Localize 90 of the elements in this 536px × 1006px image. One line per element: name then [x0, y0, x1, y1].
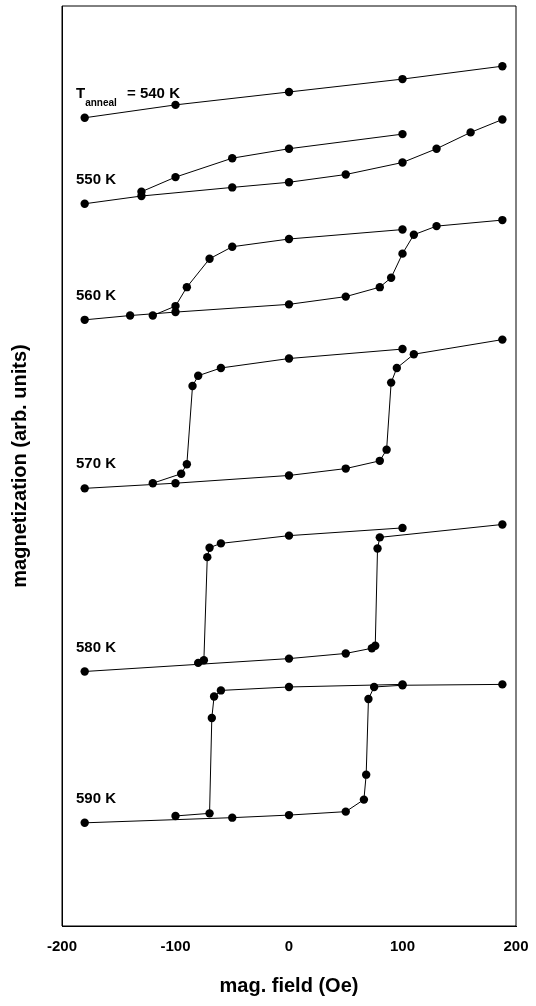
x-tick-label: 200 [503, 937, 529, 955]
point [432, 221, 441, 231]
point [341, 649, 350, 658]
point [284, 178, 294, 187]
point [182, 460, 192, 469]
point [284, 234, 294, 244]
point [228, 242, 237, 251]
point [203, 552, 212, 562]
point [80, 315, 89, 325]
point [205, 254, 214, 263]
point [80, 818, 89, 828]
point [498, 115, 507, 124]
point [207, 713, 217, 723]
point [398, 74, 407, 84]
point [125, 311, 135, 320]
point [171, 172, 180, 182]
point [398, 344, 407, 354]
point [228, 183, 237, 192]
point [228, 813, 237, 822]
point [398, 249, 407, 258]
point [171, 100, 180, 110]
point [498, 680, 507, 689]
x-tick-label: 0 [284, 937, 294, 955]
point [216, 539, 226, 548]
y-axis-title: magnetization (arb. units) [7, 344, 30, 588]
point [284, 354, 294, 363]
point [341, 807, 350, 816]
point [205, 543, 214, 552]
point [386, 378, 396, 387]
point [409, 230, 419, 239]
x-tick-label: -200 [46, 937, 78, 955]
point [171, 811, 180, 821]
point [398, 129, 407, 139]
point [341, 292, 350, 301]
point [386, 273, 396, 282]
point [284, 531, 294, 540]
point [375, 456, 384, 466]
point [80, 199, 89, 208]
point [148, 311, 157, 320]
point [375, 282, 384, 292]
point [80, 667, 89, 676]
point [466, 128, 475, 137]
point [188, 381, 197, 391]
x-tick-label: 100 [389, 937, 416, 955]
point [216, 686, 226, 695]
point [382, 445, 391, 454]
point [209, 692, 219, 701]
point [371, 641, 380, 650]
point [359, 795, 369, 804]
point [284, 471, 294, 480]
series-label: 580 K [76, 637, 117, 655]
point [409, 350, 419, 359]
point [361, 770, 371, 779]
point [176, 469, 186, 478]
point [228, 153, 237, 163]
point [199, 656, 209, 665]
point [80, 484, 89, 493]
x-tick-label: -100 [160, 937, 191, 955]
point [216, 363, 226, 373]
point [398, 225, 407, 234]
point [80, 113, 89, 122]
point [498, 520, 507, 529]
point [284, 87, 294, 97]
point [284, 144, 294, 153]
series-label: 560 K [76, 285, 117, 303]
point [498, 335, 507, 344]
point [375, 533, 384, 542]
point [284, 682, 294, 692]
point [373, 544, 382, 553]
point [341, 170, 350, 179]
point [148, 479, 157, 488]
point [205, 809, 214, 818]
series-label: 590 K [76, 788, 117, 806]
point [284, 810, 294, 820]
point [398, 523, 407, 533]
series-label: 570 K [76, 454, 117, 472]
point [392, 363, 402, 373]
point [498, 215, 507, 225]
series-label: 550 K [76, 169, 117, 187]
point [432, 144, 441, 153]
point [364, 694, 373, 704]
point [182, 282, 192, 292]
point [498, 61, 507, 71]
x-axis-title: mag. field (Oe) [219, 973, 359, 996]
point [398, 158, 407, 167]
point [341, 464, 350, 473]
point [284, 300, 294, 309]
point [284, 654, 294, 663]
point [171, 479, 180, 488]
point [194, 371, 203, 380]
